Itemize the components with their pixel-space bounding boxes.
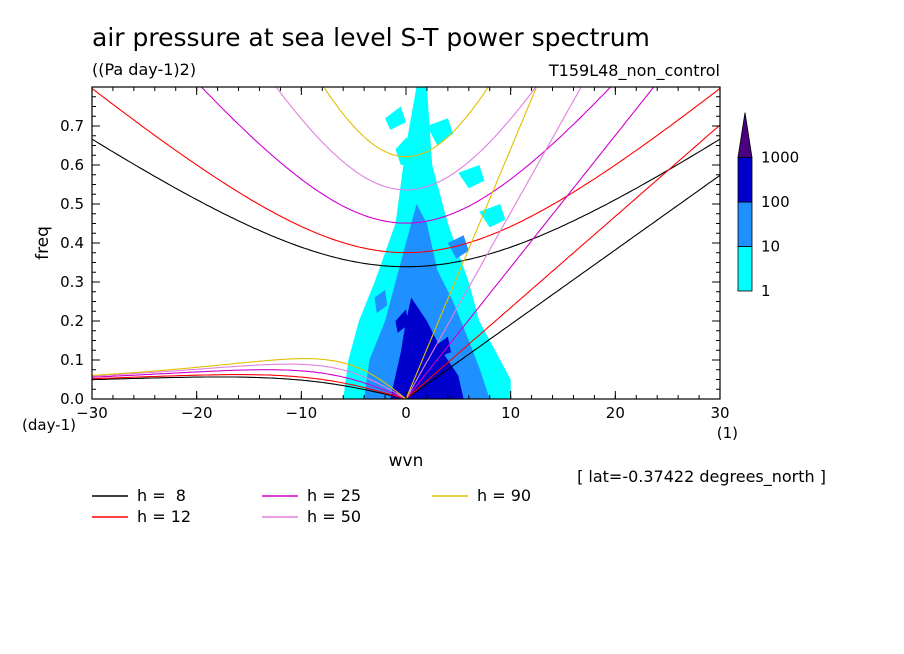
contour-level-100-region-2	[437, 336, 451, 357]
curve-inertia-gravity-h90	[323, 87, 489, 158]
x-tick-label: 30	[710, 404, 729, 422]
contour-level-1-region-5	[385, 106, 406, 130]
contour-level-1-region-4	[479, 204, 506, 228]
x-tick-label: 10	[501, 404, 520, 422]
legend: h = 8 h = 12 h = 25 h = 50 h = 90	[92, 486, 531, 526]
contour-fills	[343, 87, 511, 399]
x-unit-label: (1)	[717, 424, 738, 442]
y-unit-label: (day-1)	[22, 416, 76, 434]
y-tick-label: 0.1	[60, 351, 84, 369]
y-tick-label: 0.3	[60, 273, 84, 291]
y-tick-label: 0.4	[60, 234, 84, 252]
plot-area: −30 −20 −10 0 10 20 30 0.00.10.20.30.40.50.60.…	[60, 86, 730, 422]
y-axis-ticks: 0.0 0.1 0.2 0.3 0.4 0.5 0.6 0.7	[60, 96, 720, 408]
curve-rossby-h90	[92, 358, 407, 399]
legend-label: h = 12	[137, 507, 191, 526]
colorbar-segment	[737, 157, 753, 203]
curve-inertia-gravity-h12	[92, 87, 720, 254]
curve-kelvin-h90	[405, 87, 538, 399]
curve-rossby-h12	[92, 374, 407, 399]
chart-title: air pressure at sea level S-T power spec…	[92, 23, 650, 52]
run-name: T159L48_non_control	[548, 61, 720, 81]
x-tick-label: −30	[76, 404, 108, 422]
colorbar: 1 10 100 1000	[737, 112, 799, 300]
colorbar-extend-arrow	[737, 112, 753, 158]
contour-level-10-region-0	[364, 204, 490, 399]
x-axis-ticks: −30 −20 −10 0 10 20 30	[76, 87, 730, 422]
contour-level-10-region-1	[447, 235, 469, 259]
x-tick-label: 0	[401, 404, 411, 422]
y-axis-label: freq	[33, 226, 53, 260]
contour-level-100-region-1	[395, 309, 409, 333]
y-tick-label: 0.5	[60, 195, 84, 213]
curve-rossby-h25	[92, 369, 407, 399]
curve-kelvin-h8	[405, 174, 720, 399]
colorbar-label: 10	[761, 238, 780, 256]
y-tick-label: 0.2	[60, 312, 84, 330]
colorbar-label: 1	[761, 282, 771, 300]
dispersion-curves	[92, 87, 720, 399]
contour-level-1-region-1	[395, 137, 417, 165]
chart-units: ((Pa day-1)2)	[92, 60, 196, 79]
y-tick-label: 0.6	[60, 156, 84, 174]
latitude-note: [ lat=-0.37422 degrees_north ]	[577, 467, 826, 487]
y-tick-label: 0.7	[60, 117, 84, 135]
x-axis-label: wvn	[389, 451, 424, 471]
curve-kelvin-h12	[405, 124, 720, 399]
colorbar-segment	[737, 201, 753, 247]
curve-inertia-gravity-h50	[275, 87, 537, 191]
x-tick-label: −10	[286, 404, 318, 422]
colorbar-label: 100	[761, 193, 790, 211]
curve-rossby-h8	[92, 376, 407, 399]
curve-rossby-h50	[92, 363, 407, 399]
curve-kelvin-h25	[405, 87, 655, 399]
legend-label: h = 50	[307, 507, 361, 526]
x-tick-label: −20	[181, 404, 213, 422]
curve-inertia-gravity-h25	[200, 87, 612, 224]
legend-label: h = 8	[137, 486, 186, 505]
x-tick-label: 20	[606, 404, 625, 422]
curve-inertia-gravity-h8	[92, 138, 720, 268]
legend-label: h = 25	[307, 486, 361, 505]
colorbar-segment	[737, 246, 753, 292]
legend-label: h = 90	[477, 486, 531, 505]
contour-level-1-region-3	[458, 165, 485, 189]
colorbar-label: 1000	[761, 149, 799, 167]
contour-level-10-region-2	[374, 289, 388, 314]
curve-kelvin-h50	[405, 87, 582, 399]
y-tick-label: 0.0	[60, 390, 84, 408]
